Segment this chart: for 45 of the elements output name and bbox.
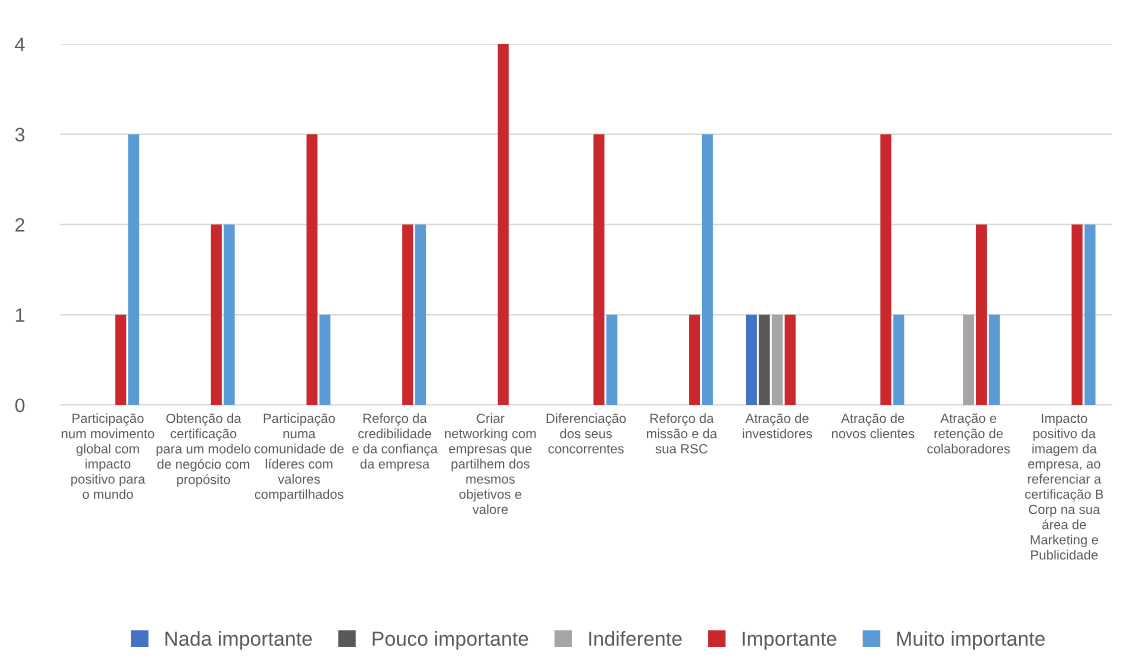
bar [415,224,427,405]
bar [784,314,796,405]
bar [771,314,783,405]
y-tick-label: 0 [15,398,25,413]
bar [115,314,127,405]
y-tick-label: 2 [15,217,25,232]
bar [963,314,975,405]
bar [1084,224,1096,405]
legend-label: Muito importante [897,631,1045,650]
x-tick-label: Criar networking com empresas que partilhem dos mesmos objetivos e valore [445,413,536,515]
bar [306,134,318,405]
x-tick-label: Reforço da credibilidade e da confiança da empresa [352,413,438,472]
x-tick-label: Reforço da missão e da sua RSC [646,413,718,454]
bar [128,134,140,405]
bar [758,314,770,405]
category-label: Impacto positivo da imagem da empresa, ao referenciar a certificação B Corp na sua área de Marketing e Publicidade [1025,413,1104,560]
bar [319,314,331,405]
y-tick-label: 3 [15,127,25,142]
x-tick-label: Diferenciação dos seus concorrentes [546,413,626,454]
bar [988,314,1000,405]
x-tick-label: Participação numa comunidade de líderes com valores compartilhados [254,413,344,502]
bar [606,314,618,405]
bar [745,314,757,405]
bar [701,134,713,405]
x-tick-label: Obtenção da certificação para um modelo de negócio com propósito [156,413,251,487]
bar [223,224,235,405]
x-tick-label: Atração de investidores [742,413,812,439]
legend-label: Pouco importante [372,631,529,650]
y-tick-label: 1 [15,308,25,322]
bar [880,134,892,405]
x-tick-label: Atração e retenção de colaboradores [927,413,1010,454]
y-tick-label: 4 [14,37,25,52]
legend-label: Nada importante [165,631,312,650]
bar [893,314,905,405]
bar [689,314,701,405]
bar [210,224,222,405]
x-tick-label: Atração de novos clientes [831,413,915,439]
legend-label: Indiferente [589,631,682,646]
x-tick-label: Participação num movimento global com impacto positivo para o mundo [61,413,155,499]
bar [1071,224,1083,405]
bar [402,224,414,405]
bar [497,44,509,405]
bar [593,134,605,405]
bar [975,224,987,405]
legend-label: Importante [742,631,837,650]
